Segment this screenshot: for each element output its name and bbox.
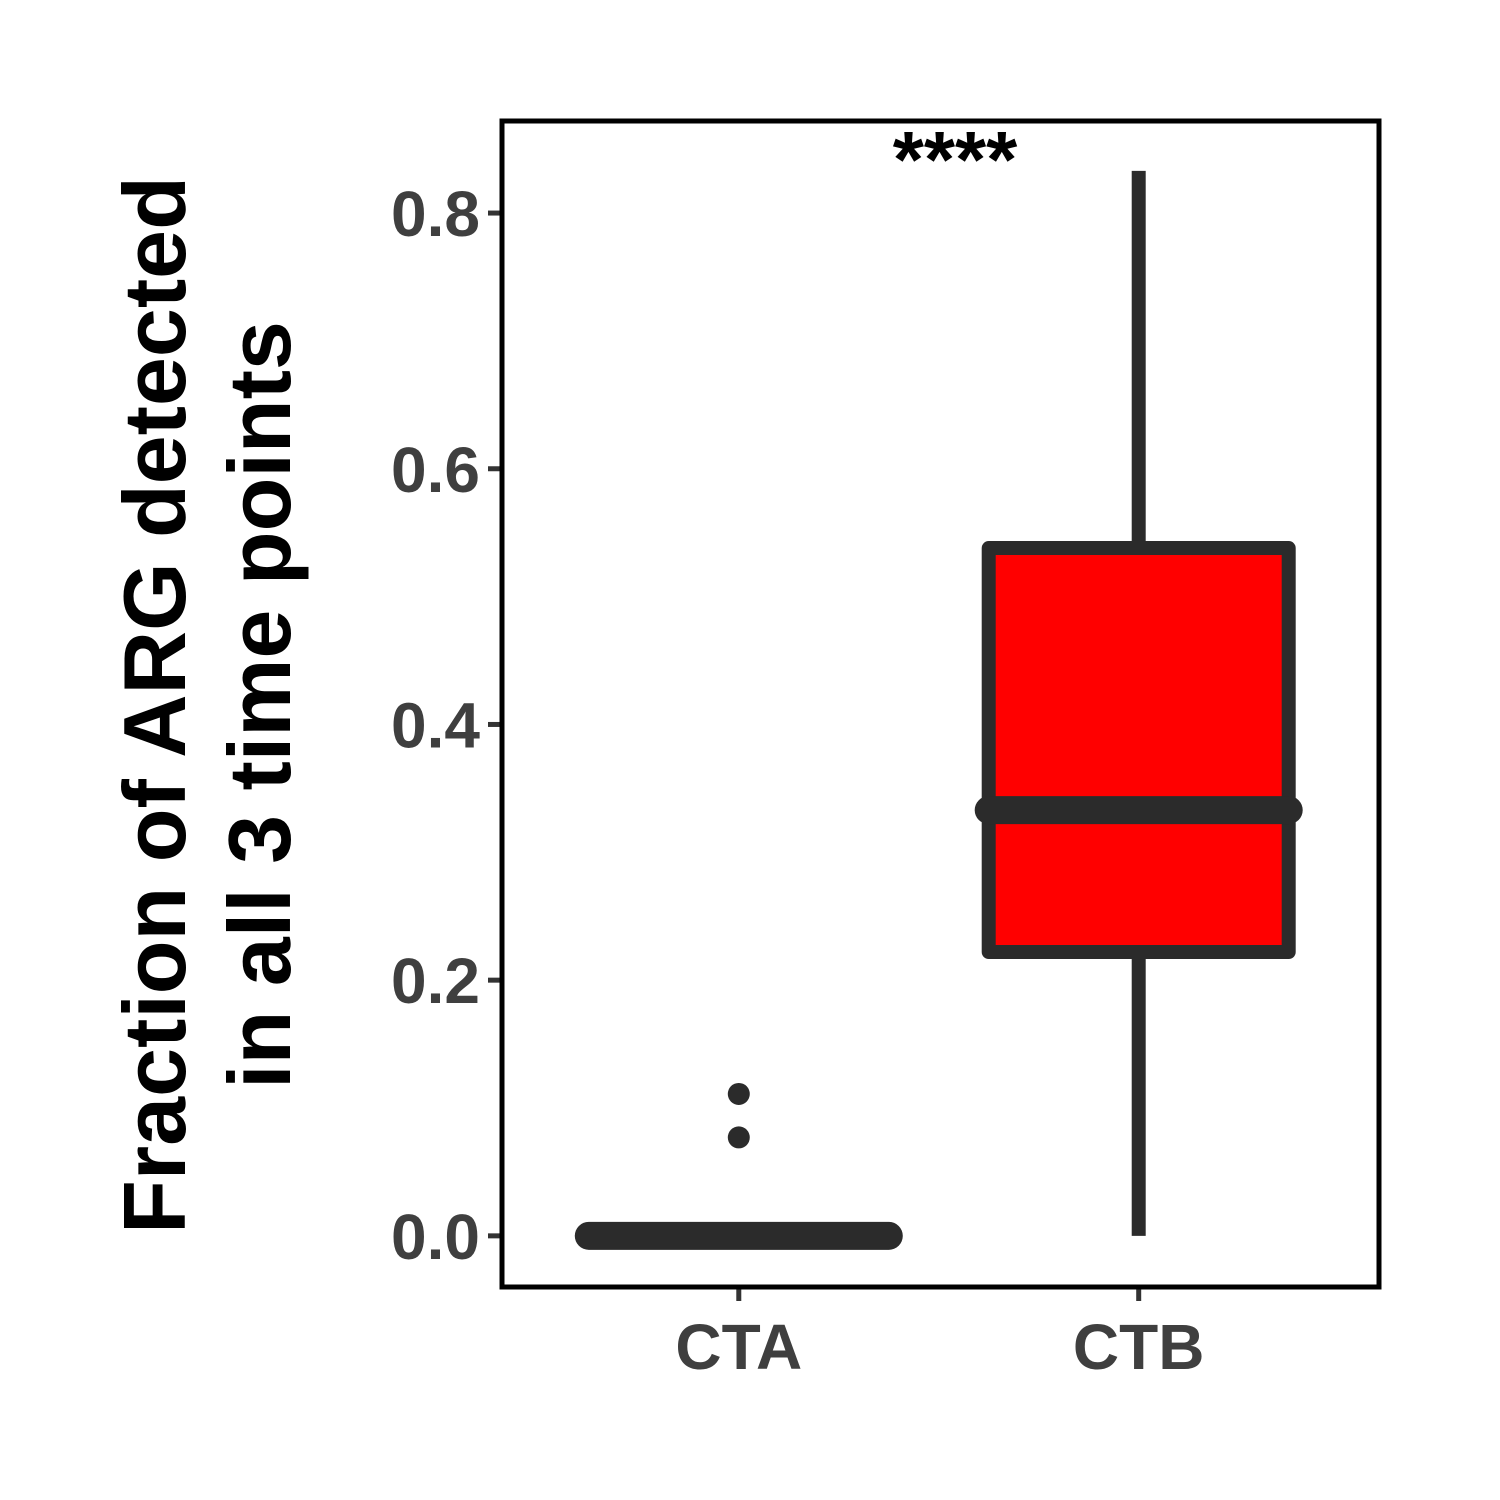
outlier-point [727,1082,750,1105]
y-axis-title-line-2: in all 3 time points [210,321,309,1089]
y-tick-label: 0.6 [391,434,480,506]
outlier-point [727,1126,750,1149]
y-tick-label: 0.8 [391,178,480,250]
box-cta [574,1082,903,1250]
y-tick-label: 0.4 [391,689,480,761]
y-tick-label: 0.0 [391,1201,480,1273]
y-axis-title-line-1: Fraction of ARG detected [105,176,204,1234]
box-iqr-rect [981,541,1296,960]
x-axis: CTA CTB [675,1287,1204,1383]
x-tick-label: CTA [675,1311,802,1383]
box-ctb [974,170,1303,1236]
y-tick-label: 0.2 [391,945,480,1017]
y-axis-title: Fraction of ARG detected in all 3 time p… [105,176,309,1234]
y-axis: 0.0 0.2 0.4 0.6 0.8 [391,178,502,1273]
x-tick-label: CTB [1073,1311,1205,1383]
boxes-layer [574,170,1303,1250]
significance-annotation: **** [893,115,1018,204]
plot-panel-border [499,118,1382,1290]
